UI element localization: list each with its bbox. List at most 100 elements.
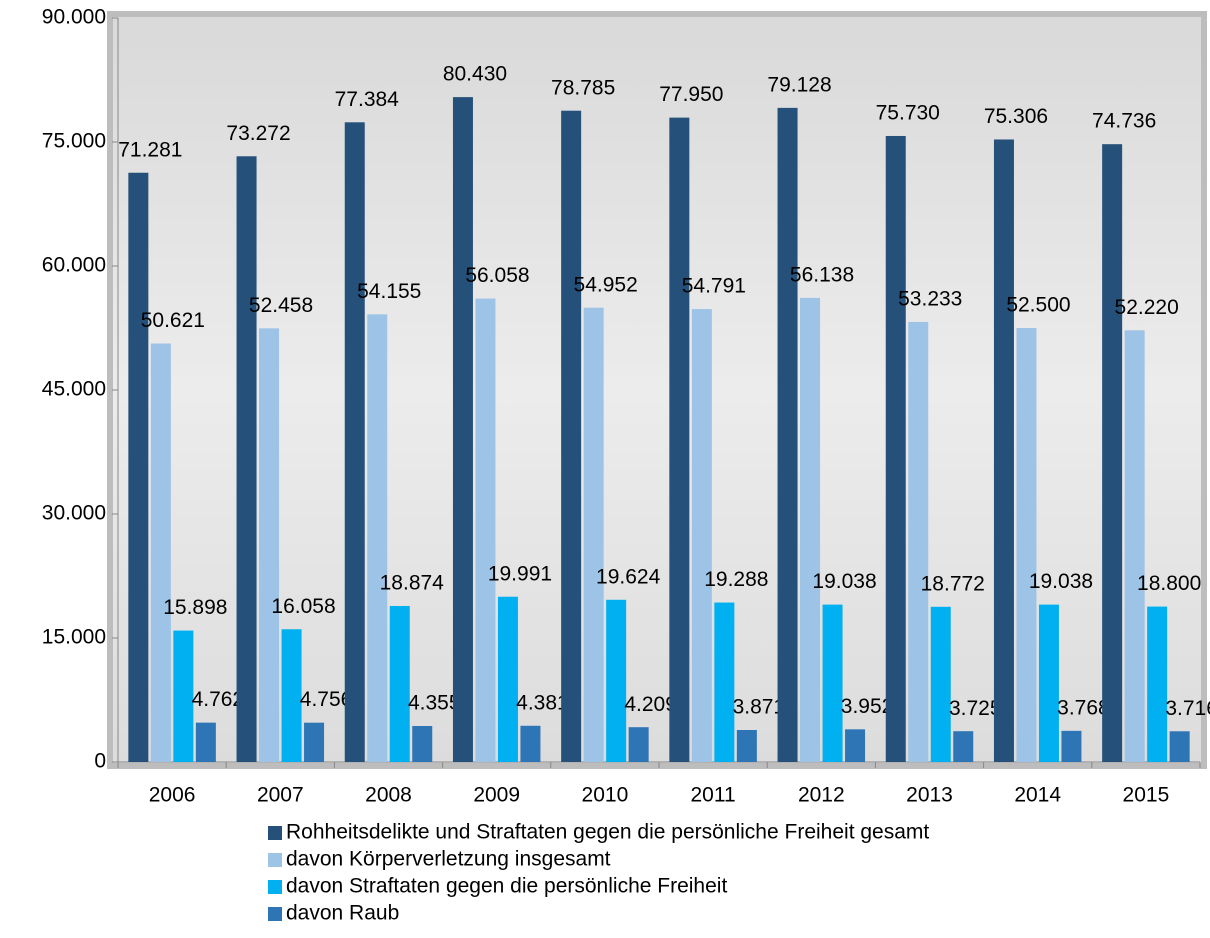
y-tick-label: 60.000: [42, 254, 106, 277]
y-tick-label: 90.000: [42, 6, 106, 29]
bar: [150, 343, 171, 762]
bar: [953, 731, 974, 762]
bar: [452, 97, 473, 762]
bar: [800, 297, 821, 762]
value-label: 52.220: [1115, 296, 1179, 319]
bar: [1124, 330, 1145, 762]
x-tick-label: 2010: [582, 784, 629, 807]
x-tick-label: 2007: [257, 784, 304, 807]
value-label: 80.430: [443, 63, 507, 86]
bar: [736, 729, 757, 762]
bar: [628, 727, 649, 762]
bar: [497, 596, 518, 762]
value-label: 16.058: [271, 595, 335, 618]
bar: [173, 630, 194, 762]
bar: [1061, 730, 1082, 762]
bar: [714, 602, 735, 762]
bar: [236, 156, 257, 763]
bar: [128, 172, 149, 763]
value-label: 4.756: [300, 688, 353, 711]
value-label: 3.952: [841, 695, 894, 718]
value-label: 75.730: [876, 102, 940, 125]
bar: [930, 606, 951, 762]
bar: [304, 722, 325, 762]
value-label: 54.952: [574, 273, 638, 296]
value-label: 77.950: [659, 83, 723, 106]
value-label: 19.038: [1029, 570, 1093, 593]
bar: [195, 722, 216, 762]
x-tick-label: 2012: [798, 784, 845, 807]
value-label: 4.209: [624, 693, 677, 716]
legend-swatch: [268, 853, 282, 867]
y-tick-label: 30.000: [42, 502, 106, 525]
bar: [281, 629, 302, 762]
bar: [367, 314, 388, 762]
bar: [520, 725, 541, 762]
value-label: 15.898: [163, 596, 227, 619]
bar: [475, 298, 496, 762]
x-tick-label: 2011: [691, 784, 736, 807]
x-tick-label: 2013: [906, 784, 953, 807]
value-label: 4.355: [408, 692, 461, 715]
bar: [259, 328, 280, 762]
y-tick-label: 75.000: [42, 130, 106, 153]
value-label: 73.272: [226, 122, 290, 145]
value-label: 4.381: [516, 691, 569, 714]
value-label: 79.128: [767, 73, 831, 96]
value-label: 3.725: [949, 697, 1002, 720]
legend-swatch: [268, 826, 282, 840]
value-label: 4.762: [192, 688, 245, 711]
value-label: 52.500: [1006, 294, 1070, 317]
value-label: 19.991: [488, 562, 552, 585]
bar: [1038, 604, 1059, 762]
bar: [993, 139, 1014, 762]
value-label: 74.736: [1092, 110, 1156, 133]
bar: [1147, 606, 1168, 762]
value-label: 56.138: [790, 263, 854, 286]
bar: [885, 135, 906, 762]
value-label: 18.772: [921, 572, 985, 595]
x-tick-label: 2008: [365, 784, 412, 807]
legend-label: davon Straftaten gegen die persönliche F…: [286, 875, 727, 898]
bar: [1102, 144, 1123, 763]
value-label: 3.716: [1165, 697, 1210, 720]
value-label: 53.233: [898, 287, 962, 310]
x-tick-label: 2015: [1123, 784, 1170, 807]
bar: [561, 110, 582, 762]
value-label: 71.281: [118, 138, 182, 161]
x-tick-label: 2006: [149, 784, 196, 807]
bar: [344, 122, 365, 763]
value-label: 54.791: [682, 275, 746, 298]
value-label: 75.306: [984, 105, 1048, 128]
y-tick-label: 45.000: [42, 378, 106, 401]
bar: [691, 309, 712, 762]
bar: [777, 107, 798, 763]
bar: [908, 321, 929, 762]
value-label: 19.038: [812, 570, 876, 593]
bar: [583, 307, 604, 762]
bar: [606, 599, 627, 762]
value-label: 50.621: [141, 309, 205, 332]
y-tick-label: 0: [94, 750, 106, 773]
y-tick-label: 15.000: [42, 626, 106, 649]
value-label: 77.384: [335, 88, 400, 111]
legend-label: davon Körperverletzung insgesamt: [286, 848, 611, 871]
value-label: 3.871: [733, 696, 786, 719]
value-label: 54.155: [357, 280, 421, 303]
value-label: 19.288: [704, 568, 768, 591]
bar: [412, 725, 433, 762]
value-label: 3.768: [1057, 696, 1110, 719]
value-label: 18.874: [380, 572, 445, 595]
legend-swatch: [268, 907, 282, 921]
bar: [389, 605, 410, 762]
value-label: 18.800: [1137, 572, 1201, 595]
legend-swatch: [268, 880, 282, 894]
bar: [1016, 328, 1037, 762]
bar: [1169, 731, 1190, 762]
value-label: 78.785: [551, 76, 615, 99]
value-label: 56.058: [465, 264, 529, 287]
bar: [845, 729, 866, 762]
x-tick-label: 2009: [473, 784, 520, 807]
bar: [669, 117, 690, 762]
